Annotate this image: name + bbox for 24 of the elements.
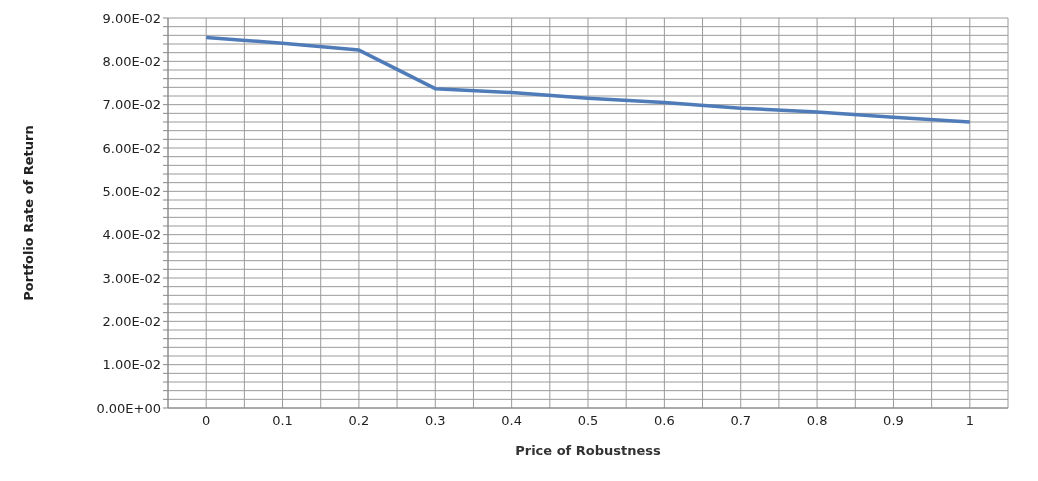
x-axis-title: Price of Robustness <box>515 443 662 458</box>
x-tick-label: 0.8 <box>806 413 828 429</box>
x-tick-label: 0.1 <box>272 413 293 429</box>
y-tick-label: 4.00E-02 <box>102 227 161 243</box>
y-tick-label: 9.00E-02 <box>102 10 161 26</box>
y-tick-label: 5.00E-02 <box>102 183 161 199</box>
x-tick-label: 1 <box>965 413 974 429</box>
y-tick-label: 3.00E-02 <box>102 270 161 286</box>
y-tick-label: 0.00E+00 <box>96 400 161 416</box>
y-tick-label: 6.00E-02 <box>102 140 161 156</box>
x-tick-label: 0.9 <box>883 413 904 429</box>
line-series <box>204 35 972 124</box>
y-tick-label: 7.00E-02 <box>102 97 161 113</box>
x-tick-label: 0.7 <box>730 413 752 429</box>
y-tick-label: 1.00E-02 <box>102 357 161 373</box>
x-tick-label: 0.3 <box>424 413 446 429</box>
x-tick-label: 0.2 <box>348 413 370 429</box>
x-tick-label: 0.5 <box>577 413 599 429</box>
x-tick-label: 0 <box>202 413 211 429</box>
y-axis-title: Portfolio Rate of Return <box>20 125 36 301</box>
x-tick-label: 0.4 <box>501 413 522 429</box>
y-tick-label: 8.00E-02 <box>102 53 161 69</box>
y-tick-label: 2.00E-02 <box>102 313 161 329</box>
x-tick-label: 0.6 <box>654 413 675 429</box>
